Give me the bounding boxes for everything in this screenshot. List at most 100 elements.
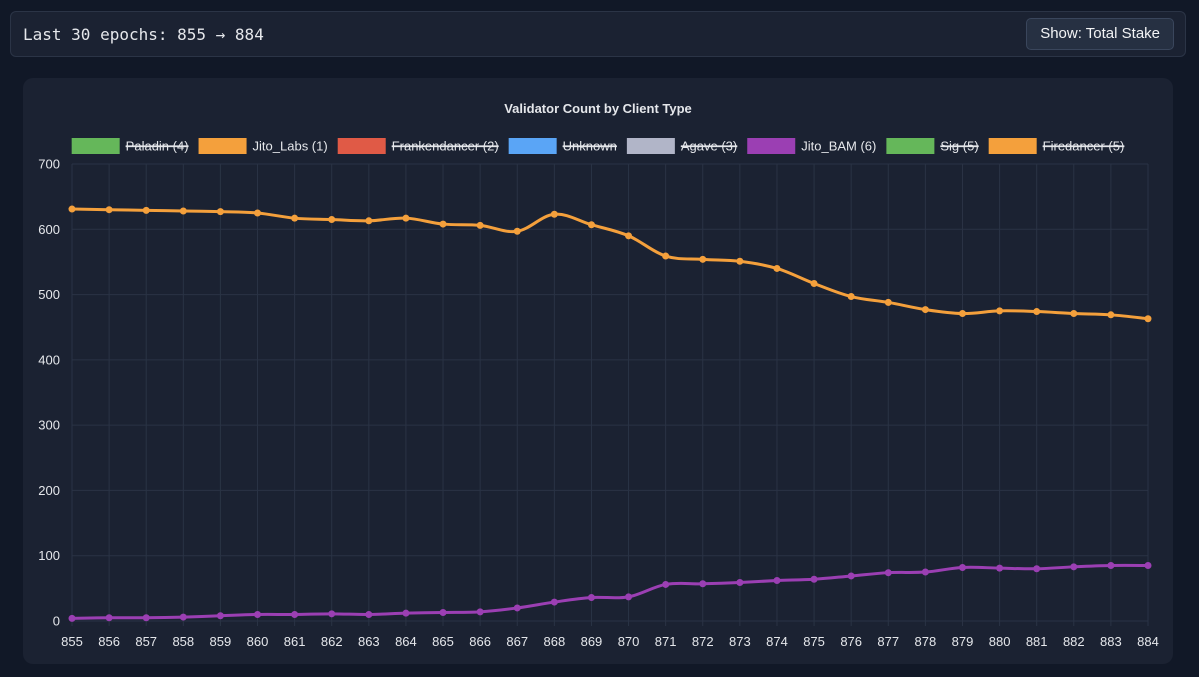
x-tick-label: 883 (1100, 634, 1122, 649)
data-point[interactable] (216, 208, 224, 216)
data-point[interactable] (662, 580, 670, 588)
y-tick-label: 400 (38, 352, 60, 367)
x-tick-label: 872 (692, 634, 714, 649)
legend-item[interactable]: Jito_BAM (6) (747, 138, 876, 154)
data-point[interactable] (1144, 315, 1152, 323)
data-point[interactable] (476, 221, 484, 229)
legend-item[interactable]: Agave (3) (626, 138, 738, 154)
legend-swatch (626, 138, 675, 154)
data-point[interactable] (439, 220, 447, 228)
data-point[interactable] (365, 610, 373, 618)
series-jito-labs-1 (68, 205, 1152, 323)
data-point[interactable] (773, 577, 781, 585)
data-point[interactable] (402, 609, 410, 617)
legend-item[interactable]: Frankendancer (2) (337, 138, 499, 154)
data-point[interactable] (996, 564, 1004, 572)
legend-swatch (886, 138, 935, 154)
y-tick-label: 100 (38, 548, 60, 563)
data-point[interactable] (105, 206, 113, 214)
data-point[interactable] (254, 610, 262, 618)
legend-item[interactable]: Unknown (508, 138, 617, 154)
data-point[interactable] (958, 563, 966, 571)
data-point[interactable] (550, 210, 558, 218)
data-point[interactable] (1070, 563, 1078, 571)
data-point[interactable] (587, 593, 595, 601)
data-point[interactable] (513, 604, 521, 612)
data-point[interactable] (402, 214, 410, 222)
data-point[interactable] (773, 264, 781, 272)
data-point[interactable] (105, 614, 113, 622)
data-point[interactable] (1107, 562, 1115, 570)
data-point[interactable] (476, 608, 484, 616)
x-tick-label: 873 (729, 634, 751, 649)
data-point[interactable] (1070, 310, 1078, 318)
data-point[interactable] (884, 569, 892, 577)
legend-item[interactable]: Firedancer (5) (988, 138, 1125, 154)
x-tick-label: 882 (1063, 634, 1085, 649)
x-tick-label: 856 (98, 634, 120, 649)
x-tick-label: 878 (915, 634, 937, 649)
data-point[interactable] (142, 614, 150, 622)
data-point[interactable] (625, 593, 633, 601)
data-point[interactable] (662, 252, 670, 260)
data-point[interactable] (699, 255, 707, 263)
series-line (70, 563, 1150, 620)
validator-count-chart: Validator Count by Client Type Paladin (4… (38, 101, 1159, 649)
legend-item[interactable]: Paladin (4) (71, 138, 189, 154)
data-point[interactable] (736, 257, 744, 265)
data-point[interactable] (958, 310, 966, 318)
data-point[interactable] (587, 221, 595, 229)
x-tick-label: 861 (284, 634, 306, 649)
x-tick-label: 876 (840, 634, 862, 649)
series-line (70, 207, 1150, 321)
data-point[interactable] (550, 598, 558, 606)
data-point[interactable] (328, 610, 336, 618)
data-point[interactable] (921, 306, 929, 314)
x-tick-label: 859 (210, 634, 232, 649)
data-point[interactable] (996, 307, 1004, 315)
chart-panel: Validator Count by Client Type Paladin (4… (23, 78, 1173, 664)
data-point[interactable] (216, 612, 224, 620)
data-point[interactable] (291, 610, 299, 618)
x-tick-label: 868 (543, 634, 565, 649)
legend-item[interactable]: Sig (5) (886, 138, 979, 154)
data-point[interactable] (179, 207, 187, 215)
data-point[interactable] (847, 572, 855, 580)
data-point[interactable] (513, 227, 521, 235)
x-tick-label: 879 (952, 634, 974, 649)
series-jito-bam-6 (68, 562, 1152, 622)
data-point[interactable] (921, 568, 929, 576)
legend-swatch (988, 138, 1037, 154)
data-point[interactable] (365, 217, 373, 225)
data-point[interactable] (1144, 562, 1152, 570)
x-tick-label: 863 (358, 634, 380, 649)
x-tick-label: 870 (618, 634, 640, 649)
data-point[interactable] (68, 614, 76, 622)
data-point[interactable] (810, 279, 818, 287)
data-point[interactable] (1107, 311, 1115, 319)
legend-swatch (198, 138, 247, 154)
epoch-range-label: Last 30 epochs: 855 → 884 (23, 25, 264, 44)
data-point[interactable] (142, 206, 150, 214)
data-point[interactable] (1033, 308, 1041, 316)
data-point[interactable] (847, 293, 855, 301)
chart-legend: Paladin (4) Jito_Labs (1) Frankendancer (2… (71, 138, 1125, 154)
data-point[interactable] (439, 609, 447, 617)
data-point[interactable] (736, 578, 744, 586)
data-point[interactable] (884, 298, 892, 306)
data-point[interactable] (699, 580, 707, 588)
x-tick-label: 865 (432, 634, 454, 649)
data-point[interactable] (328, 215, 336, 223)
legend-swatch (747, 138, 796, 154)
data-point[interactable] (810, 575, 818, 583)
legend-item[interactable]: Jito_Labs (1) (198, 138, 328, 154)
data-point[interactable] (625, 232, 633, 240)
x-tick-label: 881 (1026, 634, 1048, 649)
show-total-stake-button[interactable]: Show: Total Stake (1026, 18, 1174, 50)
data-point[interactable] (291, 214, 299, 222)
data-point[interactable] (254, 209, 262, 217)
data-point[interactable] (68, 205, 76, 213)
data-point[interactable] (1033, 565, 1041, 573)
data-point[interactable] (179, 613, 187, 621)
legend-label: Jito_BAM (6) (801, 139, 876, 154)
